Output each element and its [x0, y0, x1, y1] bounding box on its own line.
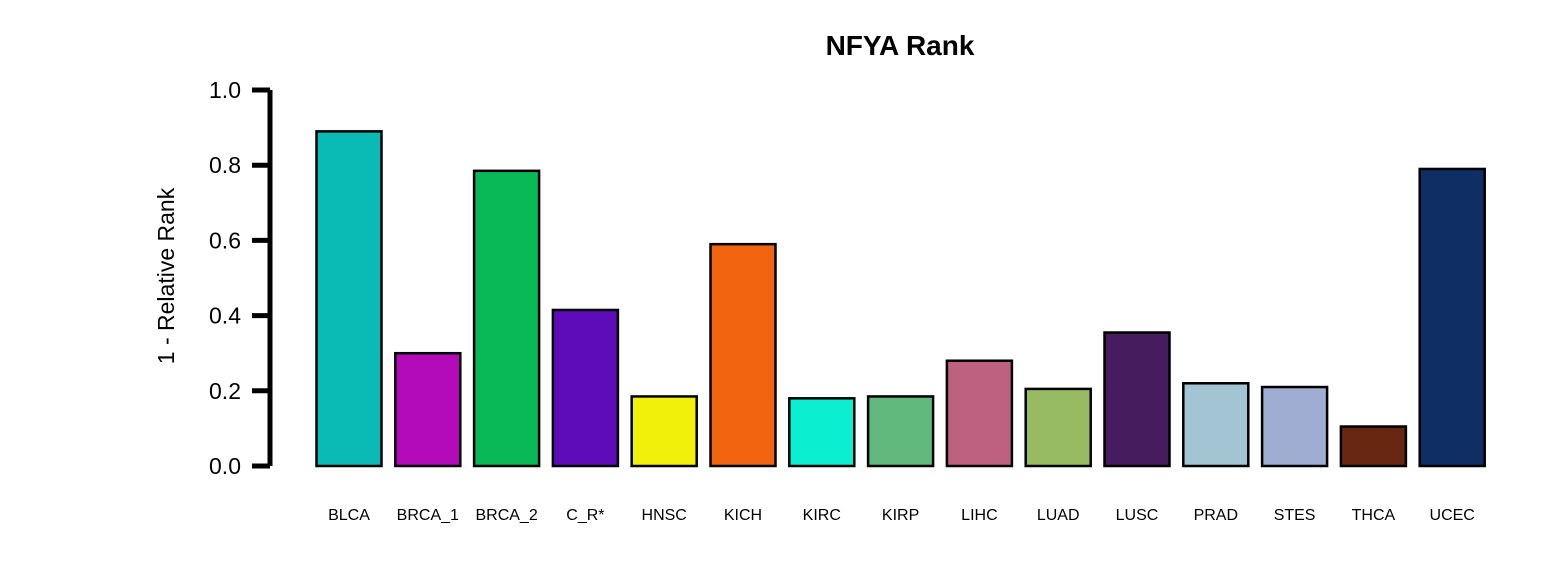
x-tick-label: LUSC: [1116, 507, 1159, 524]
bar-blca: [315, 130, 383, 468]
y-tick-label: 0.8: [209, 152, 241, 178]
x-tick-label: HNSC: [642, 507, 687, 524]
bar-prad: [1182, 382, 1250, 468]
x-tick-label: BLCA: [328, 507, 370, 524]
y-axis: 0.0 0.2 0.4 0.6 0.8 1.0: [209, 77, 273, 479]
x-tick-label: THCA: [1352, 507, 1396, 524]
bar-brca-1: [394, 351, 462, 468]
bar-kich: [709, 242, 777, 468]
bar-ucec: [1418, 167, 1486, 468]
x-tick-label: LIHC: [961, 507, 997, 524]
bar-thca: [1339, 425, 1408, 468]
x-tick-label: BRCA_2: [475, 507, 537, 524]
x-axis-tick-labels: BLCA BRCA_1 BRCA_2 C_R* HNSC KICH KIRC KIRP LIHC…: [328, 507, 1475, 524]
x-tick-label: KIRC: [803, 507, 841, 524]
x-tick-label: C_R*: [566, 507, 604, 524]
bars: [315, 130, 1486, 468]
x-tick-label: STES: [1274, 507, 1316, 524]
chart-title: NFYA Rank: [826, 30, 975, 61]
y-tick-label: 0.0: [209, 453, 241, 479]
y-tick-label: 0.4: [209, 303, 241, 329]
y-tick-label: 1.0: [209, 77, 241, 103]
bar-kirp: [866, 395, 935, 468]
bar-luad: [1024, 387, 1092, 468]
bar-lihc: [945, 359, 1014, 468]
x-tick-label: LUAD: [1037, 507, 1080, 524]
bar-brca-2: [472, 169, 541, 468]
x-tick-label: UCEC: [1430, 507, 1475, 524]
y-tick-label: 0.2: [209, 378, 241, 404]
bar-c-r-: [551, 308, 620, 468]
bar-kirc: [788, 397, 856, 468]
x-tick-label: KIRP: [882, 507, 919, 524]
bar-stes: [1260, 385, 1329, 468]
x-tick-label: PRAD: [1194, 507, 1238, 524]
x-tick-label: BRCA_1: [397, 507, 459, 524]
x-tick-label: KICH: [724, 507, 762, 524]
bar-lusc: [1103, 331, 1171, 468]
y-tick-label: 0.6: [209, 227, 241, 253]
y-axis-label: 1 - Relative Rank: [153, 187, 179, 364]
bar-hnsc: [630, 395, 698, 468]
